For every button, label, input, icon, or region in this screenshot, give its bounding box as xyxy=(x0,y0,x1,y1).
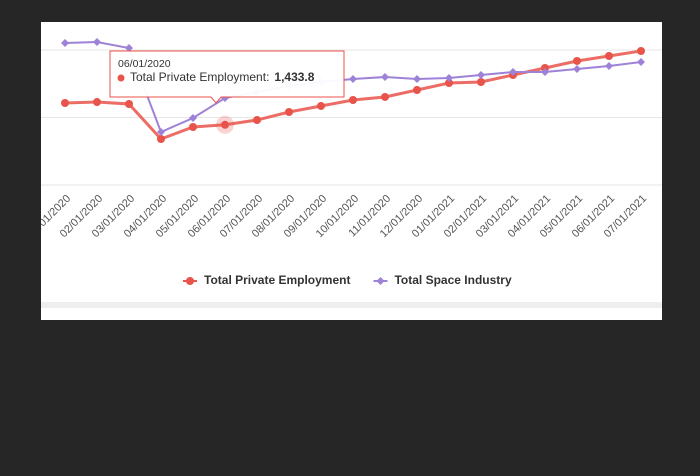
point xyxy=(541,64,549,72)
legend-label: Total Private Employment xyxy=(204,273,350,287)
point xyxy=(541,68,549,77)
tooltip-title: 06/01/2020 xyxy=(118,58,171,70)
point xyxy=(605,62,613,71)
tooltip-sep: : xyxy=(266,70,269,84)
point xyxy=(125,100,133,108)
point xyxy=(317,101,325,110)
point xyxy=(381,73,389,81)
point xyxy=(93,37,101,46)
tooltip-dot xyxy=(117,74,125,82)
point xyxy=(93,98,101,107)
point xyxy=(221,120,229,129)
tooltip-series: Total Private Employment xyxy=(130,70,267,84)
tooltip-value: 1,433.8 xyxy=(274,70,314,84)
legend-label: Total Space Industry xyxy=(394,273,511,287)
point xyxy=(253,116,261,125)
point xyxy=(189,113,197,122)
point xyxy=(285,108,293,117)
legend-marker xyxy=(186,277,194,285)
point xyxy=(381,92,389,101)
point xyxy=(349,74,357,83)
point xyxy=(509,68,517,77)
legend-marker xyxy=(376,277,385,285)
point xyxy=(157,135,165,144)
point xyxy=(637,46,645,55)
point xyxy=(445,78,453,87)
legend-item[interactable]: Total Space Industry xyxy=(373,273,512,287)
point xyxy=(573,56,581,65)
point xyxy=(61,99,69,108)
point xyxy=(157,127,165,136)
point xyxy=(445,73,453,82)
legend-item[interactable]: Total Private Employment xyxy=(183,273,350,287)
point xyxy=(477,77,485,86)
point xyxy=(477,71,485,80)
tooltip-box xyxy=(109,50,345,104)
point xyxy=(189,122,197,131)
tooltip-text: Total Private Employment: 1,433.8 xyxy=(130,70,315,84)
point xyxy=(61,38,69,47)
point xyxy=(573,64,581,73)
point xyxy=(605,51,613,60)
point xyxy=(413,86,421,95)
point xyxy=(125,44,133,53)
point xyxy=(637,58,645,67)
point xyxy=(413,74,421,83)
point xyxy=(349,95,357,104)
divider xyxy=(41,302,662,308)
